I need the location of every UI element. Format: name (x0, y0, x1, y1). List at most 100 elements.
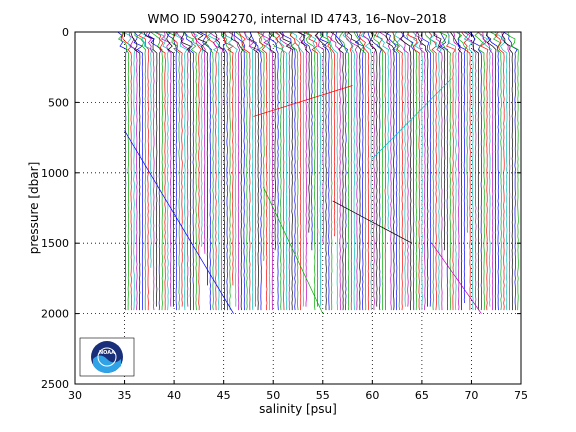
profile-line (325, 32, 338, 311)
profile-line (183, 32, 194, 311)
noaa-logo: NOAA (79, 337, 135, 377)
profile-line (461, 32, 471, 311)
profile-drift-line (431, 242, 482, 314)
profile-drift-line (124, 130, 234, 314)
y-tick-label: 1500 (41, 237, 69, 250)
profile-line (250, 32, 262, 311)
profile-line (245, 32, 254, 311)
y-tick-label: 0 (62, 26, 69, 39)
profile-line (420, 32, 432, 307)
profile-line (412, 32, 423, 311)
profile-line (358, 32, 370, 311)
profile-line (335, 32, 349, 311)
profile-line (230, 32, 244, 311)
profile-line (439, 32, 449, 311)
profile-line (424, 32, 434, 311)
profile-line (289, 32, 299, 311)
profile-line (446, 32, 457, 311)
profile-line (233, 32, 246, 311)
y-axis-label: pressure [dbar] (27, 162, 41, 255)
x-tick-label: 70 (464, 389, 478, 402)
y-tick-label: 500 (48, 96, 69, 109)
y-tick-label: 2500 (41, 378, 69, 391)
profile-line (224, 32, 238, 307)
profile-line (314, 32, 327, 311)
profile-line (456, 32, 469, 233)
profile-line (400, 32, 412, 311)
profile-line (320, 32, 333, 311)
profile-line (452, 32, 461, 311)
profile-line (155, 32, 170, 311)
profile-line (207, 32, 221, 311)
profile-line (118, 32, 130, 311)
profile-lines (117, 32, 519, 314)
plot-frame (74, 31, 522, 385)
profile-line (167, 32, 180, 311)
x-axis: 30 35 40 45 50 55 60 65 70 75 (68, 32, 528, 402)
profile-line (374, 32, 386, 311)
chart-title: WMO ID 5904270, internal ID 4743, 16–Nov… (148, 12, 447, 26)
profile-line (415, 32, 426, 311)
profile-line (486, 32, 499, 311)
profile-line (416, 32, 429, 307)
profile-line (503, 32, 518, 311)
profile-line (165, 32, 175, 307)
x-tick-label: 35 (118, 389, 132, 402)
profile-line (303, 32, 313, 251)
profile-line (192, 32, 206, 254)
profile-line (290, 32, 305, 307)
profile-line (270, 32, 284, 311)
profile-line (180, 32, 192, 311)
profile-line (346, 32, 359, 311)
profile-line (204, 32, 214, 311)
profile-line (392, 32, 401, 311)
profile-line (379, 32, 392, 311)
profile-line (243, 32, 259, 307)
profile-line (145, 32, 155, 311)
profile-line (220, 32, 231, 311)
profile-line (353, 32, 367, 311)
profile-line (428, 32, 437, 311)
profile-line (476, 32, 489, 311)
profile-line (167, 32, 178, 311)
profile-line (429, 32, 442, 311)
profile-line (501, 32, 514, 311)
profile-line (274, 32, 288, 311)
profile-line (450, 32, 463, 311)
profile-drift-line (372, 78, 452, 159)
profile-line (262, 32, 274, 311)
profile-line (329, 32, 341, 311)
profile-line (117, 32, 128, 311)
profile-line (406, 32, 418, 311)
x-axis-label: salinity [psu] (259, 402, 337, 416)
profile-line (134, 32, 146, 311)
profile-line (154, 32, 166, 311)
profile-line (354, 32, 365, 311)
profile-line (268, 32, 276, 251)
profile-line (394, 32, 406, 307)
profile-line (345, 32, 353, 311)
profile-line (369, 32, 378, 307)
profile-line (268, 32, 279, 311)
profile-line (478, 32, 492, 307)
profile-line (228, 32, 241, 311)
profile-line (330, 32, 344, 311)
profile-line (399, 32, 409, 307)
profile-line (138, 32, 153, 268)
profile-line (172, 32, 183, 307)
profile-line (299, 32, 308, 307)
profile-line (205, 32, 219, 311)
profile-line (196, 32, 209, 286)
profile-line (160, 32, 172, 307)
profile-line (150, 32, 163, 311)
profile-line (133, 32, 144, 311)
profile-line (130, 32, 141, 311)
profile-line (446, 32, 457, 311)
profile-line (235, 32, 248, 311)
profile-line (463, 32, 477, 311)
profile-line (223, 32, 234, 286)
profile-line (402, 32, 415, 311)
x-tick-label: 75 (514, 389, 528, 402)
profile-line (432, 32, 443, 311)
